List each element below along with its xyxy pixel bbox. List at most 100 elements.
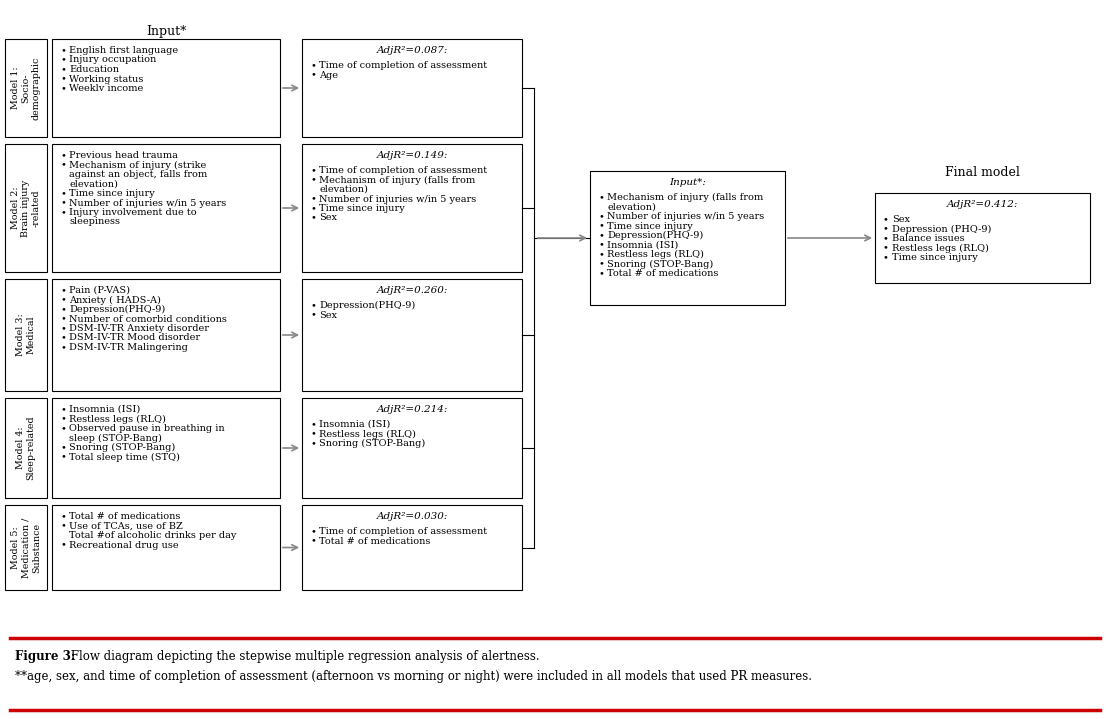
Bar: [302, 279, 522, 391]
Text: Anxiety ( HADS-A): Anxiety ( HADS-A): [69, 296, 161, 305]
Text: •: •: [598, 250, 604, 260]
Text: Restless legs (RLQ): Restless legs (RLQ): [607, 250, 704, 260]
Text: Observed pause in breathing in: Observed pause in breathing in: [69, 424, 224, 433]
Text: Insomnia (ISI): Insomnia (ISI): [319, 420, 390, 429]
Text: Sex: Sex: [892, 215, 910, 224]
Text: •: •: [60, 55, 66, 65]
Bar: [302, 39, 522, 137]
Bar: [6, 398, 47, 498]
Text: •: •: [60, 75, 66, 83]
Bar: [6, 39, 47, 137]
Text: Depression(PHQ-9): Depression(PHQ-9): [607, 232, 703, 240]
Text: Flow diagram depicting the stepwise multiple regression analysis of alertness.: Flow diagram depicting the stepwise mult…: [67, 650, 540, 663]
Text: •: •: [60, 334, 66, 342]
Text: •: •: [60, 189, 66, 198]
Text: Balance issues: Balance issues: [892, 234, 964, 243]
Text: Weeklv income: Weeklv income: [69, 84, 143, 93]
Text: Total # of medications: Total # of medications: [607, 269, 719, 278]
Text: AdjR²=0.030:: AdjR²=0.030:: [377, 512, 448, 521]
Bar: [6, 279, 47, 391]
Text: sleep (STOP-Bang): sleep (STOP-Bang): [69, 434, 162, 443]
Text: Sex: Sex: [319, 311, 337, 319]
Bar: [875, 193, 1090, 283]
Text: Input*:: Input*:: [669, 178, 705, 187]
Text: •: •: [310, 70, 316, 80]
Text: Input*: Input*: [146, 25, 187, 38]
Text: •: •: [60, 521, 66, 531]
Text: Previous head trauma: Previous head trauma: [69, 151, 178, 160]
Text: •: •: [310, 527, 316, 536]
Text: •: •: [310, 61, 316, 70]
Bar: [52, 398, 280, 498]
Text: •: •: [310, 301, 316, 310]
Text: Total # of medications: Total # of medications: [69, 512, 180, 521]
Text: Number of injuries w/in 5 years: Number of injuries w/in 5 years: [319, 195, 477, 203]
Text: Recreational drug use: Recreational drug use: [69, 541, 179, 549]
Text: elevation): elevation): [69, 180, 118, 188]
Text: Time since injury: Time since injury: [892, 253, 978, 262]
Text: Time since injury: Time since injury: [607, 221, 693, 231]
Text: •: •: [883, 215, 889, 224]
Text: Model 5:
Medication /
Substance: Model 5: Medication / Substance: [11, 517, 41, 577]
Text: Age: Age: [319, 70, 338, 80]
Text: Model 1:
Socio-
demographic: Model 1: Socio- demographic: [11, 56, 41, 119]
Text: •: •: [598, 269, 604, 278]
Text: •: •: [60, 405, 66, 414]
Text: Depression(PHQ-9): Depression(PHQ-9): [69, 305, 166, 314]
Text: AdjR²=0.149:: AdjR²=0.149:: [377, 151, 448, 160]
Bar: [6, 505, 47, 590]
Text: sleepiness: sleepiness: [69, 218, 120, 226]
Text: Restless legs (RLQ): Restless legs (RLQ): [892, 244, 989, 253]
Text: Mechanism of injury (strike: Mechanism of injury (strike: [69, 160, 207, 170]
Text: Model 3:
Medical: Model 3: Medical: [17, 313, 36, 357]
Text: elevation): elevation): [607, 203, 655, 212]
Text: Mechanism of injury (falls from: Mechanism of injury (falls from: [607, 193, 763, 202]
Text: Number of comorbid conditions: Number of comorbid conditions: [69, 314, 227, 324]
Text: •: •: [310, 175, 316, 185]
Text: DSM-IV-TR Anxiety disorder: DSM-IV-TR Anxiety disorder: [69, 324, 209, 333]
Text: •: •: [60, 414, 66, 423]
Text: against an object, falls from: against an object, falls from: [69, 170, 208, 179]
Text: •: •: [60, 46, 66, 55]
Text: •: •: [310, 420, 316, 429]
Text: elevation): elevation): [319, 185, 368, 194]
Text: Use of TCAs, use of BZ: Use of TCAs, use of BZ: [69, 521, 183, 531]
Text: AdjR²=0.412:: AdjR²=0.412:: [947, 201, 1018, 209]
Text: Number of injuries w/in 5 years: Number of injuries w/in 5 years: [607, 212, 764, 221]
Text: •: •: [310, 166, 316, 175]
Text: •: •: [60, 198, 66, 208]
Bar: [302, 505, 522, 590]
Text: •: •: [60, 541, 66, 549]
Bar: [52, 279, 280, 391]
Text: Injury involvement due to: Injury involvement due to: [69, 208, 197, 217]
Text: Model 4:
Sleep-related: Model 4: Sleep-related: [17, 416, 36, 480]
Text: Education: Education: [69, 65, 119, 74]
Text: Time of completion of assessment: Time of completion of assessment: [319, 61, 487, 70]
Text: •: •: [60, 151, 66, 160]
Text: •: •: [310, 439, 316, 448]
Text: •: •: [310, 536, 316, 546]
Text: Number of injuries w/in 5 years: Number of injuries w/in 5 years: [69, 198, 227, 208]
Text: AdjR²=0.260:: AdjR²=0.260:: [377, 286, 448, 295]
Text: Model 2:
Brain injury
-related: Model 2: Brain injury -related: [11, 179, 41, 237]
Text: •: •: [310, 195, 316, 203]
Text: •: •: [60, 286, 66, 295]
Text: •: •: [598, 260, 604, 269]
Text: AdjR²=0.214:: AdjR²=0.214:: [377, 405, 448, 414]
Text: •: •: [883, 244, 889, 253]
Text: •: •: [60, 296, 66, 305]
Text: •: •: [310, 311, 316, 319]
Text: •: •: [60, 160, 66, 170]
Text: •: •: [60, 424, 66, 433]
Text: •: •: [60, 512, 66, 521]
Text: Pain (P-VAS): Pain (P-VAS): [69, 286, 130, 295]
Text: Time of completion of assessment: Time of completion of assessment: [319, 527, 487, 536]
Bar: [52, 39, 280, 137]
Bar: [302, 398, 522, 498]
Text: AdjR²=0.087:: AdjR²=0.087:: [377, 46, 448, 55]
Text: **age, sex, and time of completion of assessment (afternoon vs morning or night): **age, sex, and time of completion of as…: [16, 670, 812, 683]
Text: Depression(PHQ-9): Depression(PHQ-9): [319, 301, 416, 310]
Text: Time since injury: Time since injury: [319, 204, 404, 213]
Text: Total sleep time (STQ): Total sleep time (STQ): [69, 452, 180, 462]
Text: •: •: [883, 225, 889, 234]
